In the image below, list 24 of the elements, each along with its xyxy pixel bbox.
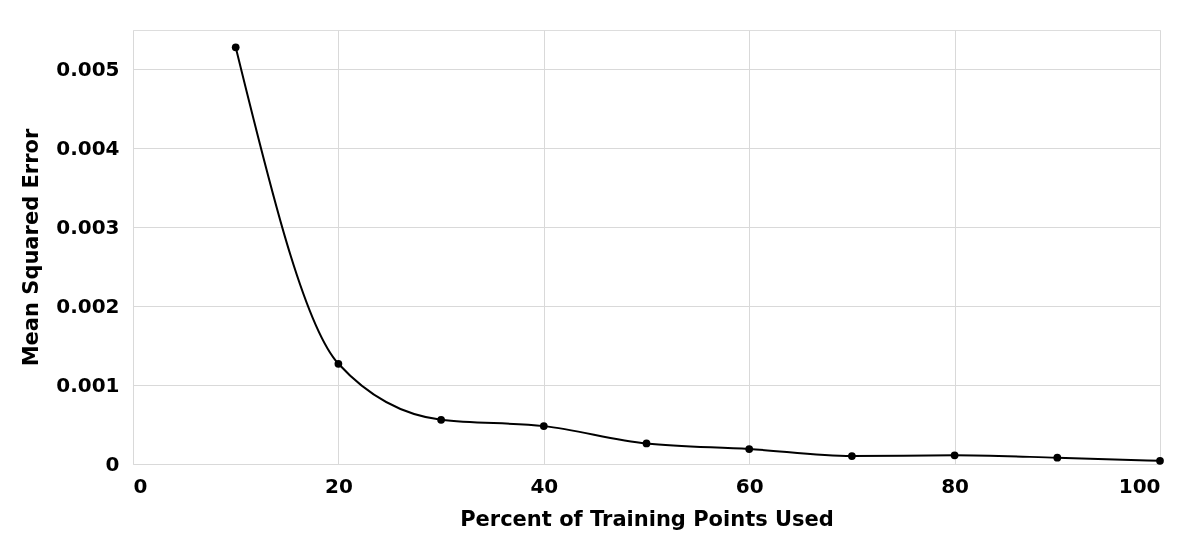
point: [334, 359, 343, 368]
y-tick-label: 0.004: [56, 135, 120, 160]
y-tick-label: 0.003: [56, 214, 120, 239]
y-tick-label: 0.002: [56, 293, 120, 318]
y-tick-label: 0.001: [56, 372, 120, 397]
x-tick-label: 0: [133, 473, 148, 498]
point: [642, 439, 651, 448]
y-axis-title: Mean Squared Error: [19, 128, 44, 367]
point: [745, 445, 754, 453]
point: [231, 43, 240, 52]
x-tick-label: 100: [1118, 473, 1161, 498]
point: [1156, 456, 1164, 465]
x-axis-title: Percent of Training Points Used: [460, 506, 834, 531]
y-tick-label: 0.005: [56, 56, 120, 81]
point: [848, 452, 856, 460]
x-tick-label: 20: [324, 473, 353, 498]
x-tick-label: 40: [530, 473, 559, 498]
point: [950, 451, 959, 460]
point: [1053, 453, 1062, 462]
point: [437, 415, 445, 424]
y-tick-label: 0: [105, 451, 120, 476]
x-tick-label: 80: [941, 473, 970, 498]
x-tick-label: 60: [735, 473, 764, 498]
point: [539, 422, 548, 430]
